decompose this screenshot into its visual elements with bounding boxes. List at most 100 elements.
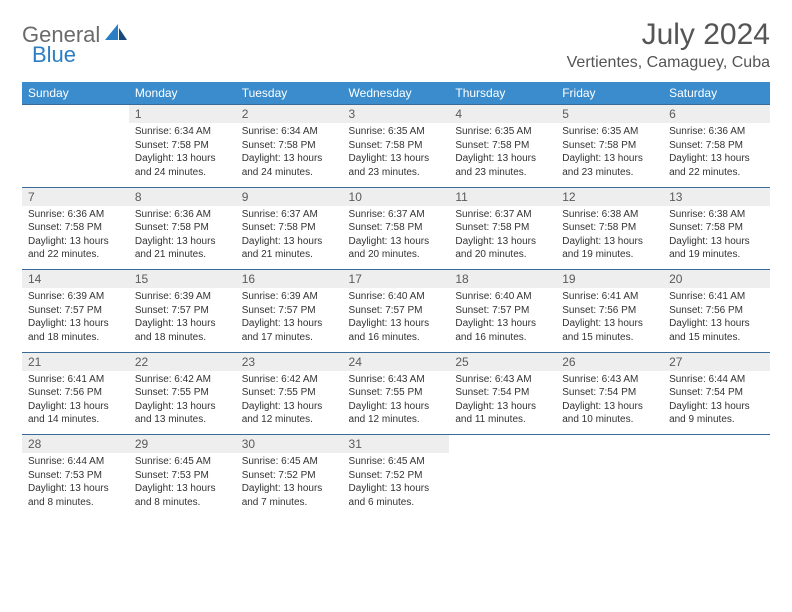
sunset-text: Sunset: 7:53 PM [135,469,230,483]
day-number-cell: 7 [22,187,129,206]
daylight-text: Daylight: 13 hours [242,235,337,249]
daylight-text: and 14 minutes. [28,413,123,427]
daylight-text: Daylight: 13 hours [28,482,123,496]
daylight-text: Daylight: 13 hours [349,152,444,166]
logo-text-blue-wrap: Blue [32,42,76,68]
day-detail-row: Sunrise: 6:34 AMSunset: 7:58 PMDaylight:… [22,123,770,187]
sunrise-text: Sunrise: 6:43 AM [455,373,550,387]
calendar-table: Sunday Monday Tuesday Wednesday Thursday… [22,82,770,517]
day-number: 12 [562,190,575,204]
daylight-text: and 21 minutes. [135,248,230,262]
sunrise-text: Sunrise: 6:37 AM [242,208,337,222]
daylight-text: and 9 minutes. [669,413,764,427]
weekday-header: Thursday [449,82,556,105]
day-number: 20 [669,272,682,286]
weekday-header: Tuesday [236,82,343,105]
daylight-text: and 17 minutes. [242,331,337,345]
day-detail-cell: Sunrise: 6:40 AMSunset: 7:57 PMDaylight:… [449,288,556,352]
daylight-text: and 23 minutes. [349,166,444,180]
daylight-text: Daylight: 13 hours [669,400,764,414]
daylight-text: and 19 minutes. [562,248,657,262]
day-number: 10 [349,190,362,204]
daylight-text: Daylight: 13 hours [349,400,444,414]
daylight-text: and 18 minutes. [135,331,230,345]
sunset-text: Sunset: 7:54 PM [669,386,764,400]
day-detail-cell: Sunrise: 6:36 AMSunset: 7:58 PMDaylight:… [129,206,236,270]
daylight-text: Daylight: 13 hours [562,400,657,414]
sunrise-text: Sunrise: 6:41 AM [562,290,657,304]
day-detail-cell: Sunrise: 6:38 AMSunset: 7:58 PMDaylight:… [663,206,770,270]
day-number-row: 123456 [22,105,770,124]
sunrise-text: Sunrise: 6:43 AM [562,373,657,387]
day-number: 25 [455,355,468,369]
day-number: 16 [242,272,255,286]
sunset-text: Sunset: 7:57 PM [135,304,230,318]
daylight-text: Daylight: 13 hours [455,235,550,249]
day-number: 30 [242,437,255,451]
day-number-cell: 25 [449,352,556,371]
sunset-text: Sunset: 7:56 PM [562,304,657,318]
daylight-text: Daylight: 13 hours [562,235,657,249]
day-detail-cell: Sunrise: 6:38 AMSunset: 7:58 PMDaylight:… [556,206,663,270]
sunset-text: Sunset: 7:57 PM [349,304,444,318]
day-number-cell: 4 [449,105,556,124]
day-number-cell: 18 [449,270,556,289]
day-detail-cell: Sunrise: 6:43 AMSunset: 7:55 PMDaylight:… [343,371,450,435]
sunset-text: Sunset: 7:58 PM [242,139,337,153]
day-detail-cell [22,123,129,187]
daylight-text: and 13 minutes. [135,413,230,427]
daylight-text: and 16 minutes. [455,331,550,345]
daylight-text: and 7 minutes. [242,496,337,510]
daylight-text: Daylight: 13 hours [562,152,657,166]
day-number-cell: 8 [129,187,236,206]
daylight-text: Daylight: 13 hours [28,235,123,249]
day-number-row: 14151617181920 [22,270,770,289]
day-detail-cell: Sunrise: 6:37 AMSunset: 7:58 PMDaylight:… [449,206,556,270]
daylight-text: Daylight: 13 hours [349,235,444,249]
daylight-text: Daylight: 13 hours [242,317,337,331]
daylight-text: and 8 minutes. [28,496,123,510]
sunrise-text: Sunrise: 6:39 AM [28,290,123,304]
day-number: 13 [669,190,682,204]
day-detail-cell: Sunrise: 6:36 AMSunset: 7:58 PMDaylight:… [22,206,129,270]
day-detail-row: Sunrise: 6:41 AMSunset: 7:56 PMDaylight:… [22,371,770,435]
day-detail-cell: Sunrise: 6:42 AMSunset: 7:55 PMDaylight:… [129,371,236,435]
sunrise-text: Sunrise: 6:41 AM [28,373,123,387]
daylight-text: Daylight: 13 hours [455,400,550,414]
daylight-text: and 8 minutes. [135,496,230,510]
day-number: 17 [349,272,362,286]
day-number-cell: 10 [343,187,450,206]
day-number: 9 [242,190,249,204]
daylight-text: Daylight: 13 hours [135,400,230,414]
day-number: 15 [135,272,148,286]
day-number-row: 78910111213 [22,187,770,206]
daylight-text: and 19 minutes. [669,248,764,262]
day-detail-cell: Sunrise: 6:34 AMSunset: 7:58 PMDaylight:… [129,123,236,187]
sunset-text: Sunset: 7:58 PM [669,221,764,235]
daylight-text: Daylight: 13 hours [349,482,444,496]
day-detail-cell: Sunrise: 6:37 AMSunset: 7:58 PMDaylight:… [343,206,450,270]
day-number-cell: 15 [129,270,236,289]
daylight-text: Daylight: 13 hours [135,317,230,331]
sunrise-text: Sunrise: 6:37 AM [455,208,550,222]
daylight-text: and 21 minutes. [242,248,337,262]
weekday-header: Sunday [22,82,129,105]
sunrise-text: Sunrise: 6:35 AM [455,125,550,139]
sunset-text: Sunset: 7:58 PM [669,139,764,153]
sunrise-text: Sunrise: 6:40 AM [349,290,444,304]
day-detail-cell: Sunrise: 6:44 AMSunset: 7:53 PMDaylight:… [22,453,129,517]
day-number-cell: 14 [22,270,129,289]
sunrise-text: Sunrise: 6:38 AM [562,208,657,222]
day-number-cell: 20 [663,270,770,289]
day-number-cell: 28 [22,435,129,454]
sunset-text: Sunset: 7:58 PM [135,139,230,153]
logo-text-blue: Blue [32,42,76,67]
sunrise-text: Sunrise: 6:44 AM [669,373,764,387]
sunrise-text: Sunrise: 6:40 AM [455,290,550,304]
day-number-cell: 31 [343,435,450,454]
day-detail-row: Sunrise: 6:36 AMSunset: 7:58 PMDaylight:… [22,206,770,270]
day-detail-cell: Sunrise: 6:41 AMSunset: 7:56 PMDaylight:… [22,371,129,435]
sunrise-text: Sunrise: 6:45 AM [349,455,444,469]
day-detail-cell [449,453,556,517]
sunset-text: Sunset: 7:58 PM [28,221,123,235]
